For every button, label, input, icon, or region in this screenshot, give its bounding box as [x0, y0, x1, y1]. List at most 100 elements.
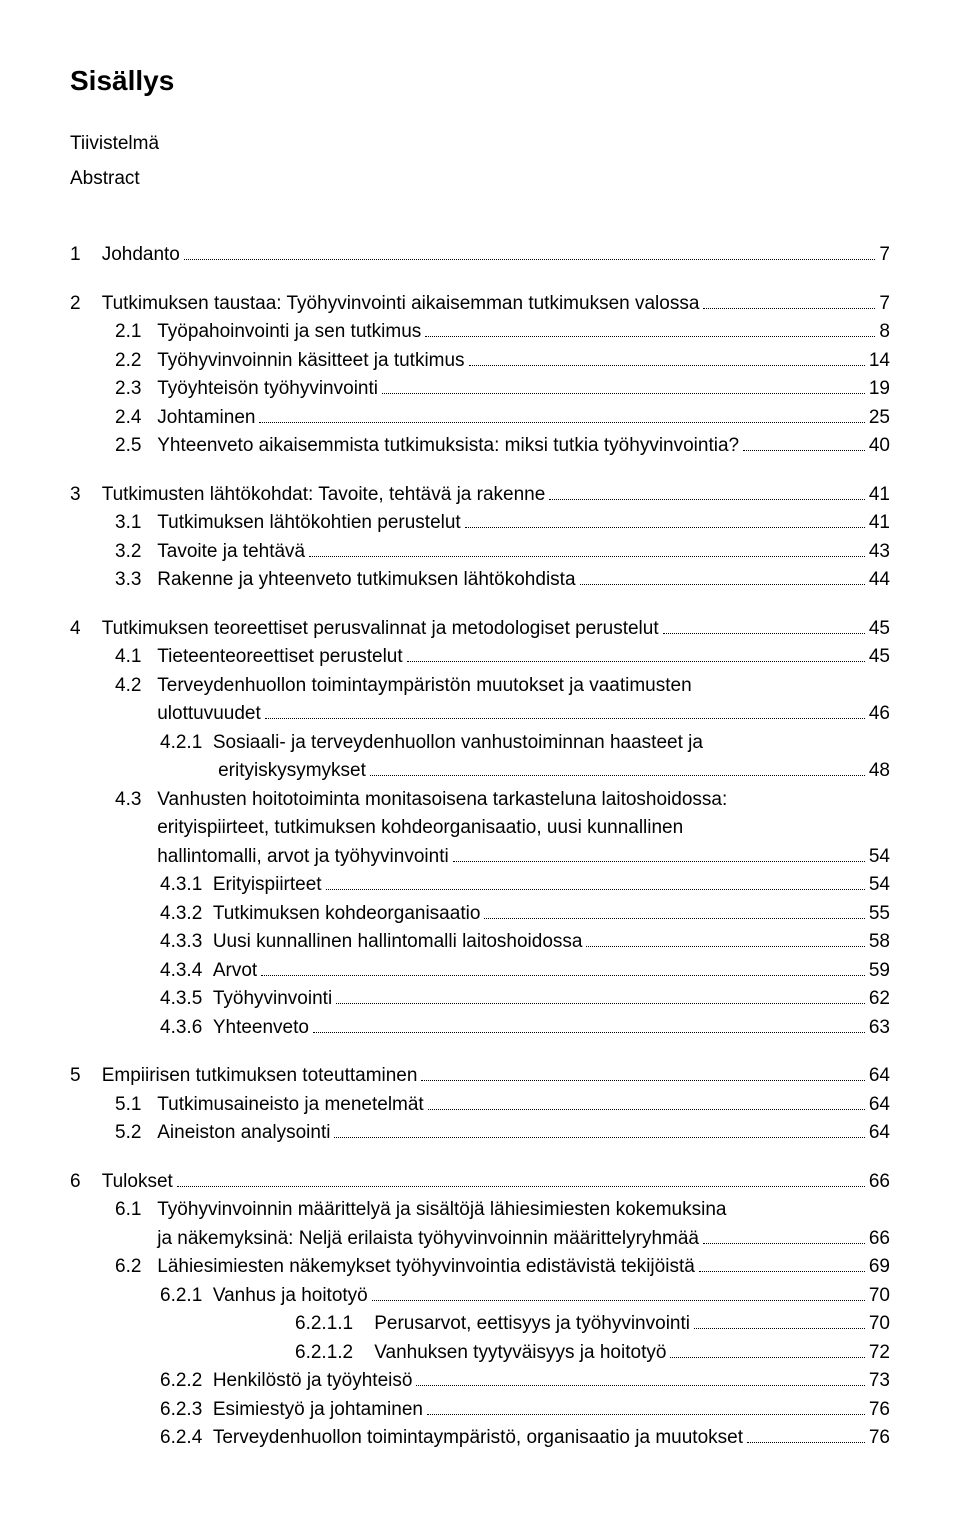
toc-page: 7 [879, 290, 890, 319]
toc-label: Tutkimusaineisto ja menetelmät [157, 1091, 423, 1120]
toc-entry: 2.1 Työpahoinvointi ja sen tutkimus 8 [70, 318, 890, 347]
toc-leader [469, 365, 865, 366]
toc-leader [586, 946, 864, 947]
toc-label: erityiskysymykset [218, 757, 366, 786]
toc-label: Tutkimuksen taustaa: Työhyvinvointi aika… [102, 290, 700, 319]
toc-gap [70, 221, 890, 241]
toc-entry: 5.1 Tutkimusaineisto ja menetelmät 64 [70, 1091, 890, 1120]
toc-entry: 6.2 Lähiesimiesten näkemykset työhyvinvo… [70, 1253, 890, 1282]
toc-entry: 3.2 Tavoite ja tehtävä 43 [70, 538, 890, 567]
toc-label: Arvot [213, 957, 257, 986]
toc-number: 6.2.1 [160, 1282, 213, 1311]
toc-leader [425, 336, 875, 337]
toc-gap [70, 595, 890, 615]
toc-page: 54 [869, 871, 890, 900]
toc-leader [428, 1109, 865, 1110]
toc-cont-pad [115, 700, 157, 729]
toc-number: 4.3.3 [160, 928, 213, 957]
toc-page: 54 [869, 843, 890, 872]
toc-page: 43 [869, 538, 890, 567]
toc-leader [261, 975, 865, 976]
toc-leader [427, 1414, 865, 1415]
toc-cont-pad [115, 1225, 157, 1254]
toc-page: 45 [869, 615, 890, 644]
toc-number: 6.2.1.1 [295, 1310, 374, 1339]
toc-leader [747, 1442, 865, 1443]
toc-page: 62 [869, 985, 890, 1014]
toc-label: Tutkimusten lähtökohdat: Tavoite, tehtäv… [102, 481, 546, 510]
toc-entry: 6.2.1 Vanhus ja hoitotyö 70 [70, 1282, 890, 1311]
toc-page: 70 [869, 1310, 890, 1339]
toc-number: 2.2 [115, 347, 157, 376]
toc-page: 64 [869, 1091, 890, 1120]
toc-entry: 4 Tutkimuksen teoreettiset perusvalinnat… [70, 615, 890, 644]
toc-number: 1 [70, 241, 102, 270]
toc-number: 6.2 [115, 1253, 157, 1282]
toc-cont-pad [160, 757, 218, 786]
toc-number: 6.1 [115, 1196, 157, 1225]
toc-page: 25 [869, 404, 890, 433]
toc-page: 44 [869, 566, 890, 595]
toc-label: Johtaminen [157, 404, 255, 433]
toc-label: Yhteenveto aikaisemmista tutkimuksista: … [157, 432, 739, 461]
toc-entry: 2 Tutkimuksen taustaa: Työhyvinvointi ai… [70, 290, 890, 319]
toc-number: 3 [70, 481, 102, 510]
toc-number: 6.2.1.2 [295, 1339, 374, 1368]
toc-page: 64 [869, 1062, 890, 1091]
toc-number: 4.3.2 [160, 900, 213, 929]
toc-number: 3.3 [115, 566, 157, 595]
toc-label: Tutkimuksen kohdeorganisaatio [213, 900, 481, 929]
toc-entry: 4.3.1 Erityispiirteet 54 [70, 871, 890, 900]
toc-page: 40 [869, 432, 890, 461]
toc-label: Johdanto [102, 241, 180, 270]
toc-label: Työyhteisön työhyvinvointi [157, 375, 378, 404]
front-item: Abstract [70, 165, 890, 194]
toc-number: 3.2 [115, 538, 157, 567]
toc-page: 58 [869, 928, 890, 957]
toc-number: 5 [70, 1062, 102, 1091]
toc-entry: 6.2.1.1 Perusarvot, eettisyys ja työhyvi… [70, 1310, 890, 1339]
toc-label: Yhteenveto [213, 1014, 309, 1043]
front-matter: Tiivistelmä Abstract [70, 130, 890, 193]
toc-label: ulottuvuudet [157, 700, 261, 729]
toc-label: Vanhusten hoitotoiminta monitasoisena ta… [157, 786, 727, 815]
toc-number: 4.2 [115, 672, 157, 701]
toc-leader [703, 308, 875, 309]
toc-page: 63 [869, 1014, 890, 1043]
toc-leader [265, 718, 865, 719]
toc-leader [703, 1243, 865, 1244]
toc-page: 55 [869, 900, 890, 929]
toc-page: 45 [869, 643, 890, 672]
toc-page: 48 [869, 757, 890, 786]
toc-label: Terveydenhuollon toimintaympäristö, orga… [213, 1424, 743, 1453]
toc-number: 4.3 [115, 786, 157, 815]
toc-entry: 5 Empiirisen tutkimuksen toteuttaminen 6… [70, 1062, 890, 1091]
toc-entry: 4.2.1 Sosiaali- ja terveydenhuollon vanh… [70, 729, 890, 758]
toc-number: 5.2 [115, 1119, 157, 1148]
toc-leader [407, 661, 865, 662]
toc-entry: erityiskysymykset 48 [70, 757, 890, 786]
toc-label: Erityispiirteet [213, 871, 322, 900]
toc-label: Tulokset [102, 1168, 173, 1197]
toc-leader [177, 1186, 865, 1187]
toc-entry: 6.2.1.2 Vanhuksen tyytyväisyys ja hoitot… [70, 1339, 890, 1368]
toc-page: 41 [869, 509, 890, 538]
toc-leader [382, 393, 865, 394]
toc-label: Empiirisen tutkimuksen toteuttaminen [102, 1062, 418, 1091]
table-of-contents: 1 Johdanto 72 Tutkimuksen taustaa: Työhy… [70, 221, 890, 1453]
toc-entry: 4.3.5 Työhyvinvointi 62 [70, 985, 890, 1014]
toc-entry: 4.2 Terveydenhuollon toimintaympäristön … [70, 672, 890, 701]
toc-page: 7 [879, 241, 890, 270]
toc-number: 2.4 [115, 404, 157, 433]
toc-label: Työpahoinvointi ja sen tutkimus [157, 318, 421, 347]
toc-leader [334, 1137, 864, 1138]
toc-page: 46 [869, 700, 890, 729]
toc-number: 4.3.1 [160, 871, 213, 900]
toc-leader [453, 861, 865, 862]
toc-label: Rakenne ja yhteenveto tutkimuksen lähtök… [157, 566, 575, 595]
toc-leader [184, 259, 876, 260]
toc-label: Työhyvinvointi [213, 985, 332, 1014]
toc-number: 6 [70, 1168, 102, 1197]
toc-entry: 1 Johdanto 7 [70, 241, 890, 270]
toc-number: 4 [70, 615, 102, 644]
